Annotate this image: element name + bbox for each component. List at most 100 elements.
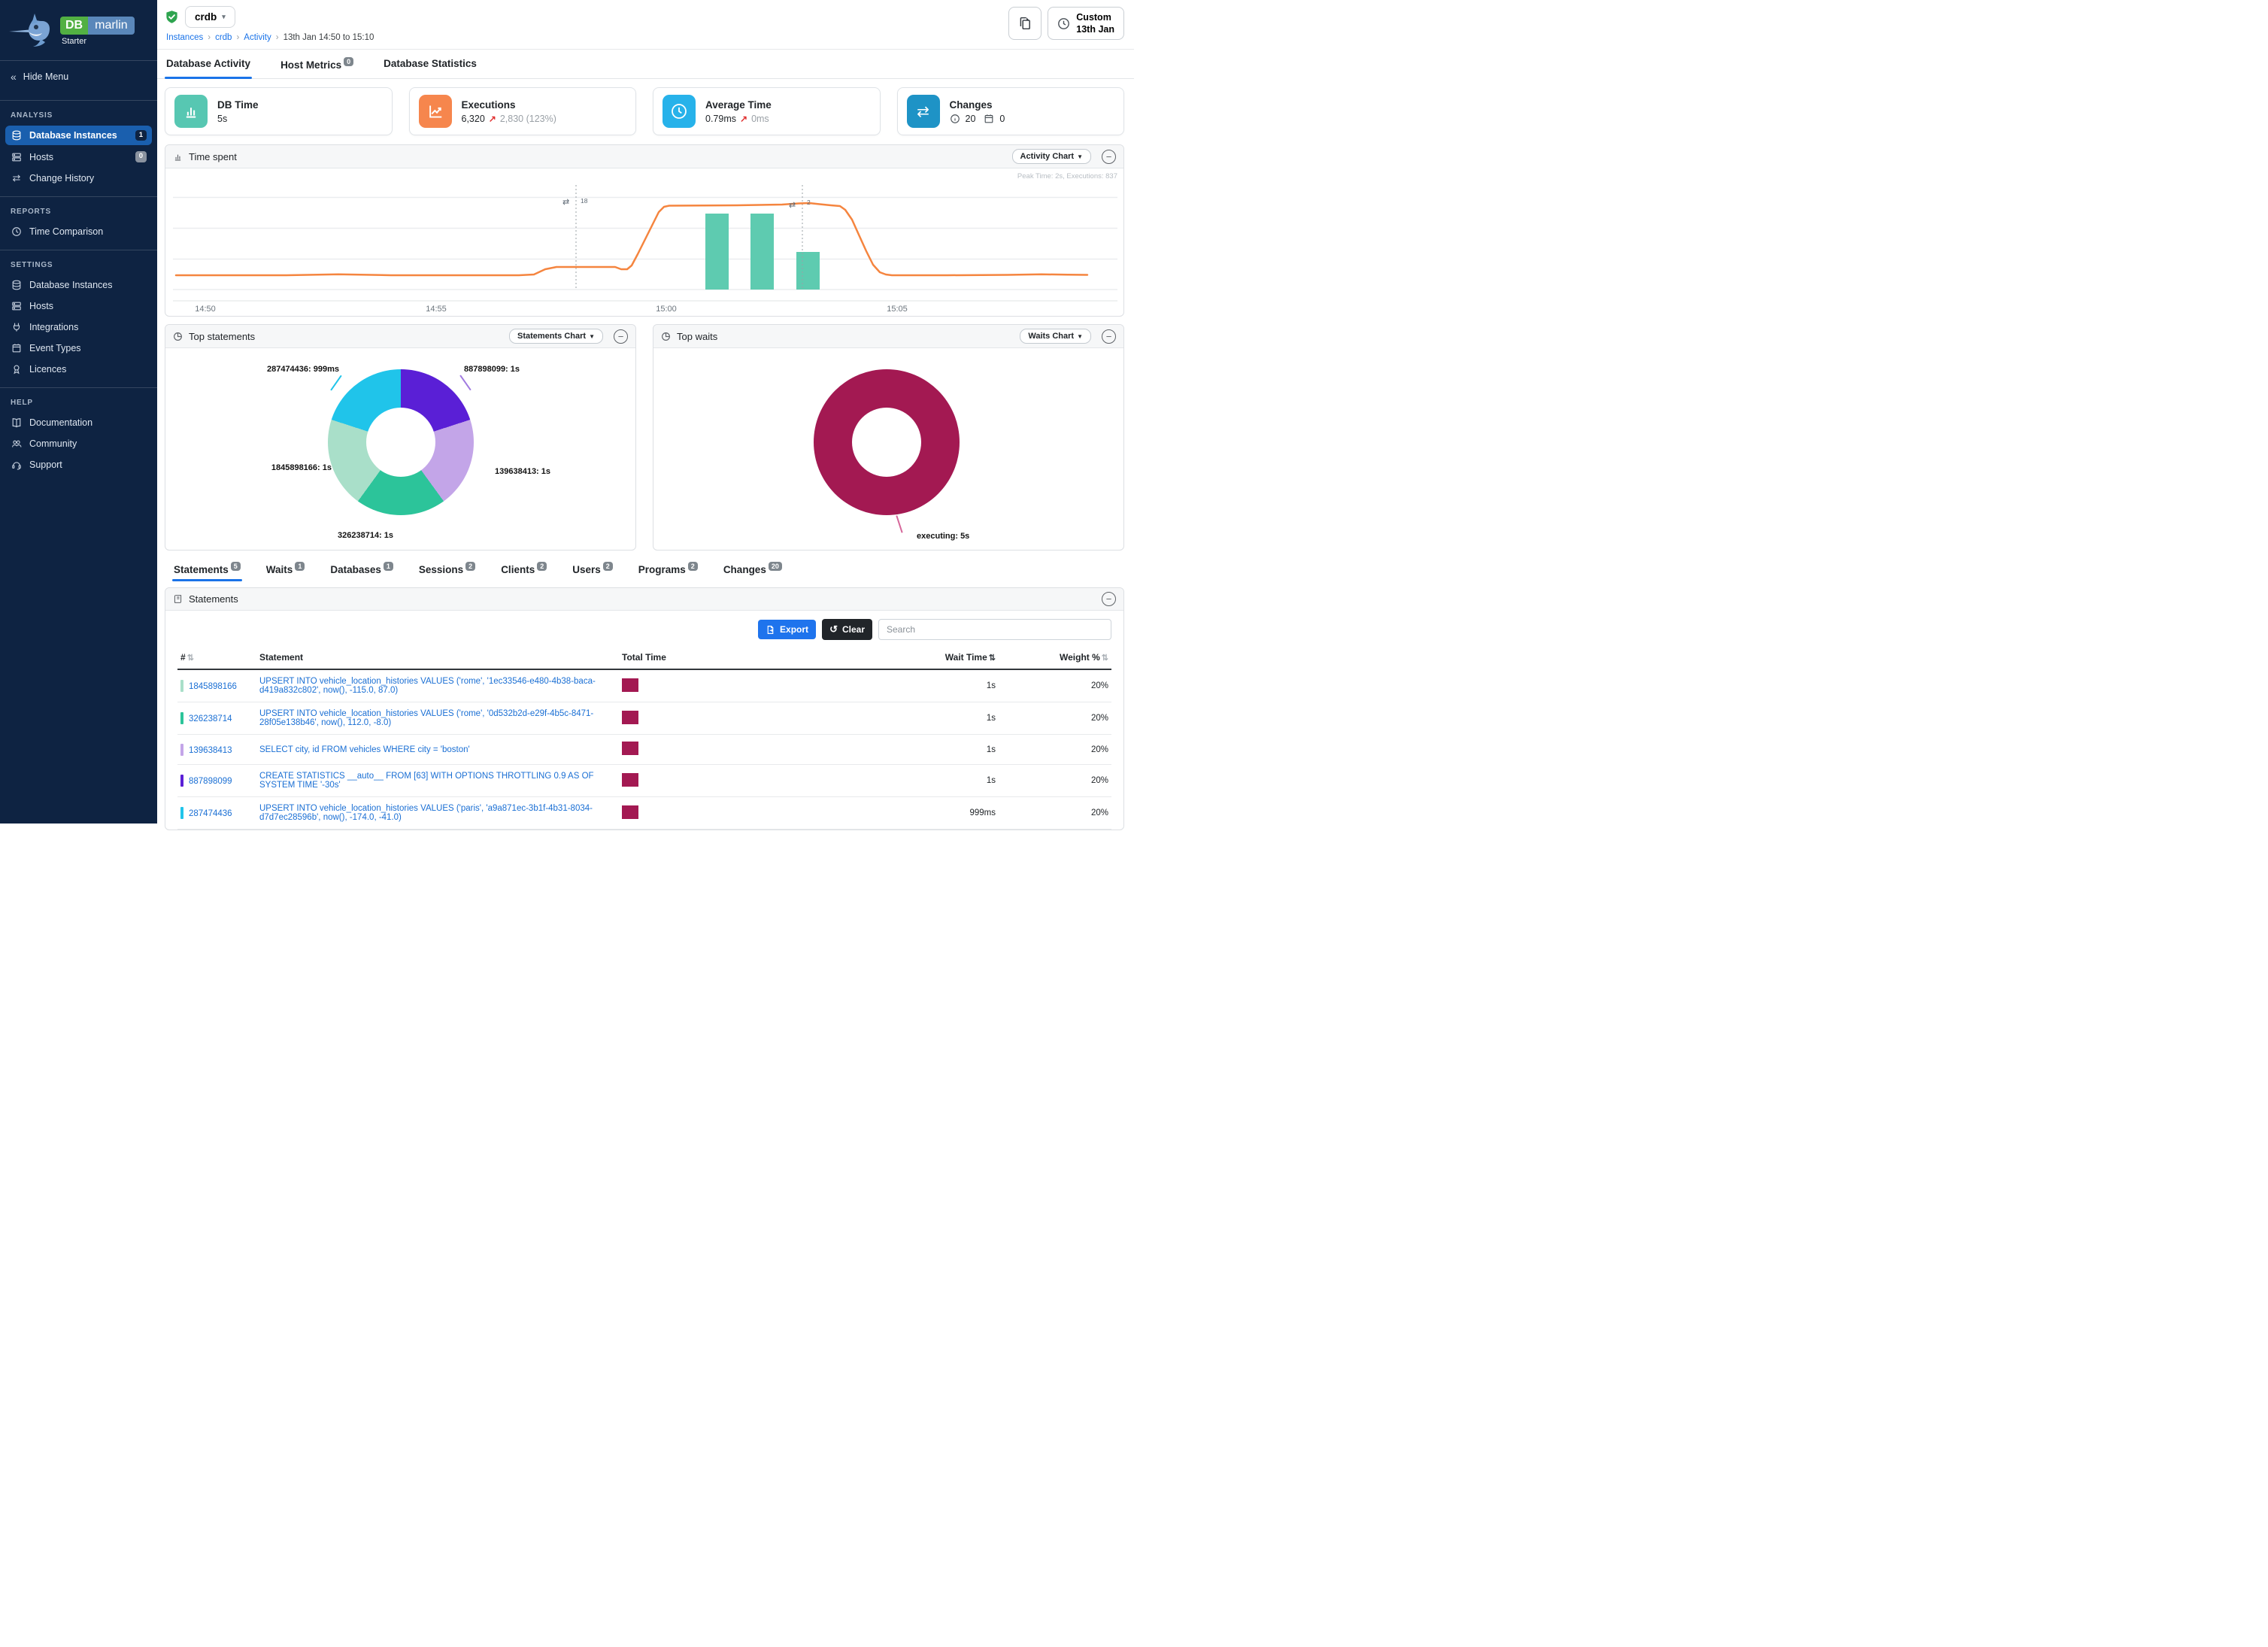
sidebar-item-community[interactable]: Community xyxy=(0,433,157,454)
top-statements-panel: Top statements Statements Chart ▼ − 28747… xyxy=(165,324,636,551)
statement-id-link[interactable]: 139638413 xyxy=(189,745,232,755)
hide-menu-label: Hide Menu xyxy=(23,71,69,82)
statement-link[interactable]: UPSERT INTO vehicle_location_histories V… xyxy=(259,804,593,822)
waits-chart-selector[interactable]: Waits Chart ▼ xyxy=(1020,329,1091,344)
tab-waits[interactable]: Waits 1 xyxy=(265,558,307,581)
waits-donut-chart[interactable] xyxy=(814,369,960,515)
collapse-icon[interactable]: − xyxy=(1102,592,1116,606)
sidebar-item-label: Documentation xyxy=(29,417,93,428)
sidebar-item-settings-database-instances[interactable]: Database Instances xyxy=(0,274,157,296)
export-button[interactable]: Export xyxy=(758,620,817,639)
tab-host-metrics[interactable]: Host Metrics 0 xyxy=(279,50,355,78)
tab-database-statistics[interactable]: Database Statistics xyxy=(382,50,478,78)
marlin-fish-icon xyxy=(9,14,50,47)
donut-charts-row: Top statements Statements Chart ▼ − 28747… xyxy=(165,324,1124,551)
sort-icon[interactable]: ⇅ xyxy=(1101,654,1108,663)
selector-label: Activity Chart xyxy=(1020,152,1075,161)
change-marker-left[interactable]: ⇄ 18 xyxy=(562,197,588,207)
wait-time-value: 1s xyxy=(796,734,999,765)
kpi-db-time: DB Time 5s xyxy=(165,87,393,135)
changes-calendar-count: 0 xyxy=(999,113,1005,124)
tab-label: Host Metrics xyxy=(280,59,342,71)
svg-text:15:05: 15:05 xyxy=(887,305,908,314)
tab-changes[interactable]: Changes 20 xyxy=(722,558,784,581)
tab-clients[interactable]: Clients 2 xyxy=(499,558,548,581)
sidebar-item-event-types[interactable]: Event Types xyxy=(0,338,157,359)
collapse-icon[interactable]: − xyxy=(614,329,628,344)
column-weight[interactable]: Weight % ⇅ xyxy=(999,646,1111,670)
info-icon xyxy=(950,114,960,124)
change-marker-right[interactable]: ⇄ 2 xyxy=(789,199,811,210)
statements-donut-chart[interactable] xyxy=(328,369,474,515)
x-axis-labels: 14:50 14:55 15:00 15:05 xyxy=(195,305,908,314)
executions-bars[interactable] xyxy=(705,214,820,290)
statement-link[interactable]: UPSERT INTO vehicle_location_histories V… xyxy=(259,677,596,695)
sort-icon[interactable]: ⇅ xyxy=(186,654,194,663)
statement-id-link[interactable]: 1845898166 xyxy=(189,682,237,691)
column-statement[interactable]: Statement xyxy=(256,646,619,670)
change-annotation-lines[interactable] xyxy=(575,185,803,290)
sidebar-item-settings-hosts[interactable]: Hosts xyxy=(0,296,157,317)
weight-value: 20% xyxy=(999,764,1111,797)
calendar-icon xyxy=(984,114,994,124)
tab-users[interactable]: Users 2 xyxy=(571,558,614,581)
clear-button[interactable]: ↺ Clear xyxy=(822,619,872,640)
tab-databases[interactable]: Databases 1 xyxy=(329,558,395,581)
sidebar-item-support[interactable]: Support xyxy=(0,454,157,475)
table-header-row: # ⇅ Statement Total Time Wait Time ⇅ Weigh… xyxy=(177,646,1111,670)
app-logo[interactable]: DB marlin Starter xyxy=(0,0,157,53)
sidebar-item-licences[interactable]: Licences xyxy=(0,359,157,380)
time-range-button[interactable]: Custom 13th Jan xyxy=(1048,7,1124,40)
statement-link[interactable]: CREATE STATISTICS __auto__ FROM [63] WIT… xyxy=(259,772,594,790)
collapse-icon[interactable]: − xyxy=(1102,149,1116,164)
activity-chart-selector[interactable]: Activity Chart ▼ xyxy=(1011,149,1091,164)
sidebar-item-integrations[interactable]: Integrations xyxy=(0,317,157,338)
total-time-bar xyxy=(622,772,638,787)
activity-line xyxy=(174,202,1089,277)
sort-icon[interactable]: ⇅ xyxy=(988,654,996,663)
weight-value: 20% xyxy=(999,669,1111,702)
statement-link[interactable]: SELECT city, id FROM vehicles WHERE city… xyxy=(259,745,470,754)
sidebar-item-database-instances[interactable]: Database Instances 1 xyxy=(5,126,152,146)
tab-sessions[interactable]: Sessions 2 xyxy=(417,558,477,581)
statement-id-link[interactable]: 887898099 xyxy=(189,777,232,786)
series-color-swatch xyxy=(180,680,183,692)
column-wait-time[interactable]: Wait Time ⇅ xyxy=(796,646,999,670)
tab-database-activity[interactable]: Database Activity xyxy=(165,50,253,79)
breadcrumb-instances[interactable]: Instances xyxy=(166,33,204,42)
statement-id-link[interactable]: 287474436 xyxy=(189,809,232,818)
kpi-title: Average Time xyxy=(705,99,772,111)
breadcrumb-crdb[interactable]: crdb xyxy=(215,33,232,42)
copy-link-button[interactable] xyxy=(1008,7,1042,40)
svg-text:18: 18 xyxy=(581,197,588,205)
statement-link[interactable]: UPSERT INTO vehicle_location_histories V… xyxy=(259,709,594,727)
clock-icon xyxy=(11,226,23,237)
sidebar-item-time-comparison[interactable]: Time Comparison xyxy=(0,221,157,242)
column-id[interactable]: # ⇅ xyxy=(177,646,256,670)
hide-menu-button[interactable]: « Hide Menu xyxy=(0,61,157,93)
bar-chart-icon xyxy=(174,95,208,128)
series-color-swatch xyxy=(180,712,183,724)
sidebar-item-label: Integrations xyxy=(29,321,79,332)
svg-text:2: 2 xyxy=(807,199,811,206)
sidebar-item-hosts[interactable]: Hosts 0 xyxy=(0,146,157,167)
table-row: 1845898166 UPSERT INTO vehicle_location_… xyxy=(177,669,1111,702)
statement-id-link[interactable]: 326238714 xyxy=(189,714,232,723)
donut-label-326238714: 326238714: 1s xyxy=(338,531,394,540)
total-time-bar xyxy=(622,805,638,819)
sidebar-item-change-history[interactable]: ⇄ Change History xyxy=(0,168,157,189)
logo-db: DB xyxy=(60,17,89,35)
sidebar-item-documentation[interactable]: Documentation xyxy=(0,412,157,433)
statements-chart-selector[interactable]: Statements Chart ▼ xyxy=(509,329,603,344)
tab-programs[interactable]: Programs 2 xyxy=(637,558,699,581)
column-total-time[interactable]: Total Time xyxy=(619,646,796,670)
search-input[interactable] xyxy=(878,619,1111,640)
instance-selector[interactable]: crdb ▾ xyxy=(185,6,235,28)
kpi-title: Changes xyxy=(949,99,993,111)
tab-statements[interactable]: Statements 5 xyxy=(172,558,242,581)
svg-text:14:50: 14:50 xyxy=(195,305,216,314)
collapse-icon[interactable]: − xyxy=(1102,329,1116,344)
count-badge: 20 xyxy=(768,562,782,571)
export-icon xyxy=(767,625,774,634)
breadcrumb-activity[interactable]: Activity xyxy=(244,33,271,42)
